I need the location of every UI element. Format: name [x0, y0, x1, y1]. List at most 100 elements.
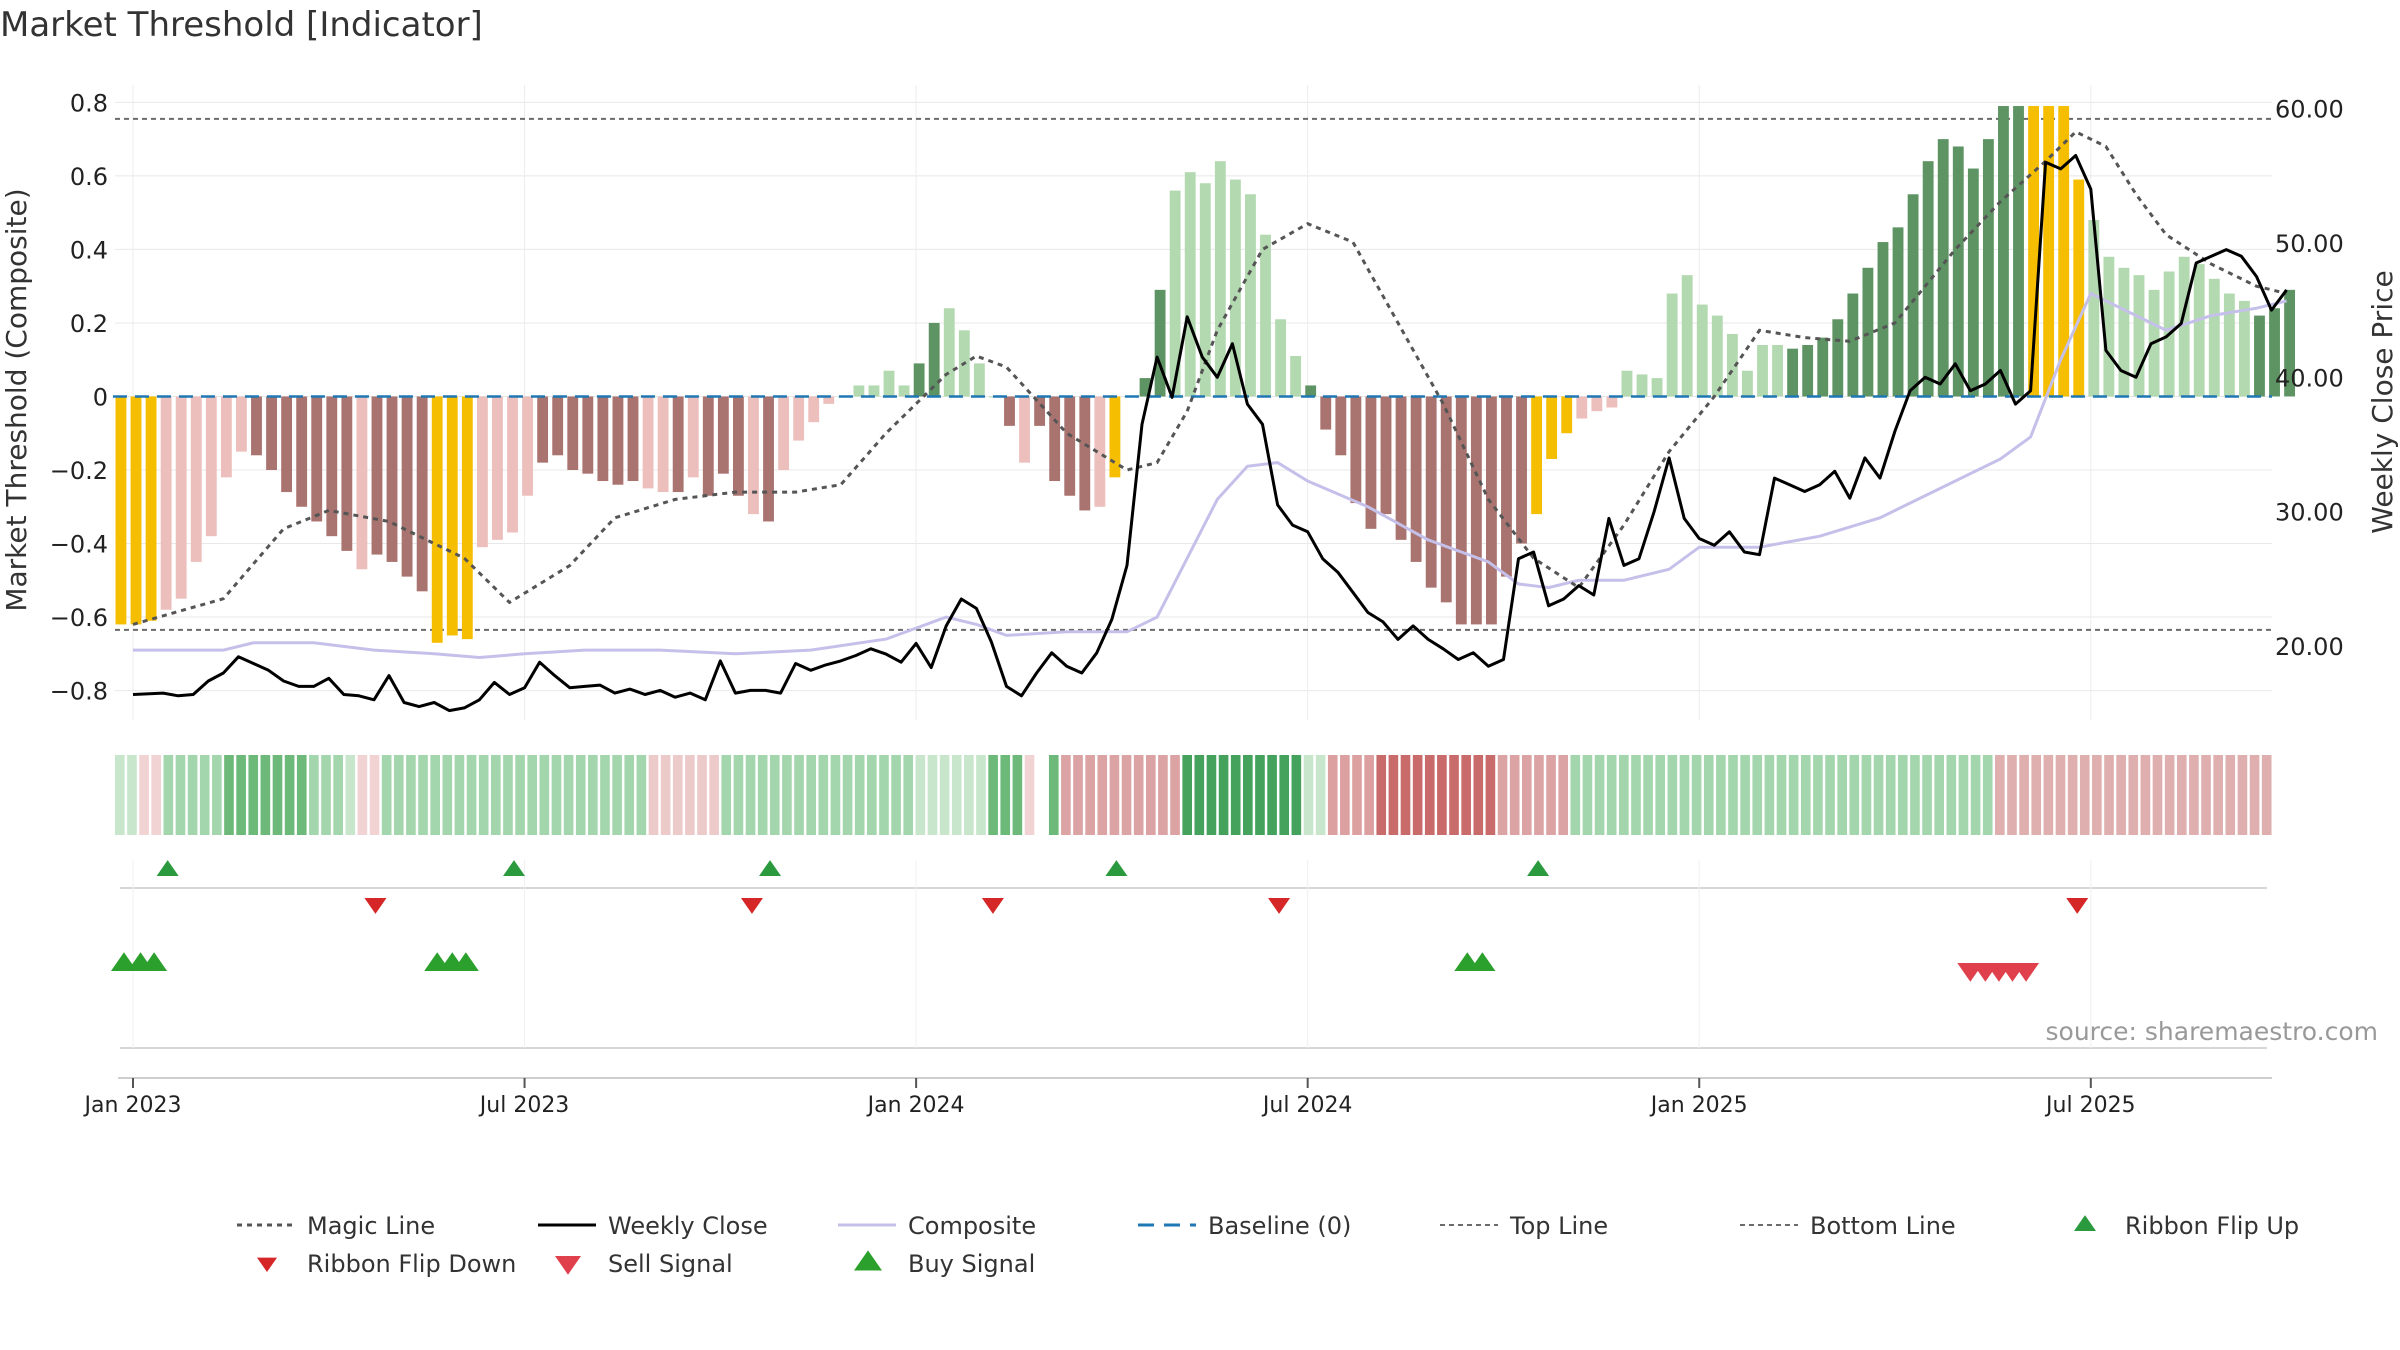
composite-bar [1184, 172, 1196, 397]
composite-bar [2223, 293, 2235, 397]
ribbon-cell [1764, 755, 1775, 835]
composite-bar [642, 396, 654, 489]
composite-bar [1606, 396, 1618, 408]
composite-bar [220, 396, 232, 478]
ribbon-cell [357, 755, 368, 835]
ribbon-cell [260, 755, 271, 835]
ribbon-cell [272, 755, 283, 835]
bars-layer [112, 106, 2296, 643]
buy-signal-marker [110, 952, 137, 972]
composite-bar [2088, 220, 2100, 397]
composite-bar [1892, 227, 1904, 397]
composite-bar [898, 385, 910, 397]
ribbon-cell [1449, 755, 1459, 835]
ribbon-cell [2237, 755, 2248, 835]
composite-bar [1109, 396, 1121, 478]
y2-tick-label: 40.00 [2275, 364, 2344, 392]
composite-bar [1862, 267, 1874, 397]
composite-bar [2073, 179, 2085, 397]
ribbon-cell [867, 755, 877, 835]
ribbon-cell [1255, 755, 1265, 835]
ribbon-cell [2116, 755, 2126, 835]
composite-bar [1711, 315, 1723, 397]
ribbon-cell [685, 755, 695, 835]
legend-label: Ribbon Flip Down [307, 1250, 516, 1278]
ribbon-cell [1619, 755, 1629, 835]
ribbon-cell [1849, 755, 1860, 835]
composite-bar [1817, 337, 1829, 397]
composite-bar [552, 396, 564, 456]
ribbon-cell [2152, 755, 2163, 835]
ribbon-cell [1752, 755, 1763, 835]
ribbon-cell [2164, 755, 2175, 835]
ribbon-cell [1606, 755, 1617, 835]
ribbon-cell [1158, 755, 1168, 835]
ribbon-cell [1558, 755, 1569, 835]
ribbon-cell [1412, 755, 1423, 835]
ribbon-cell [1509, 755, 1520, 835]
ribbon-cell [1170, 755, 1180, 835]
ribbon-cell [1643, 755, 1653, 835]
ribbon-cell [1910, 755, 1920, 835]
sell-signal-marker [2013, 962, 2040, 982]
ribbon-cell [1133, 755, 1144, 835]
chart-title: Market Threshold [Indicator] [0, 5, 483, 45]
composite-bar [492, 396, 503, 540]
composite-bar [1847, 293, 1859, 397]
x-tick-label: Jan 2024 [866, 1093, 965, 1118]
ribbon-cell [1788, 755, 1799, 835]
ribbon-cell [891, 755, 901, 835]
composite-bar [1229, 179, 1241, 397]
ribbon-cell [1267, 755, 1277, 835]
ribbon-cell [1206, 755, 1217, 835]
legend-label: Top Line [1509, 1212, 1608, 1240]
ribbon-cell [709, 755, 719, 835]
ribbon-flip-up-marker [759, 860, 782, 876]
composite-bar [251, 396, 262, 456]
ribbon-cell [2079, 755, 2090, 835]
ribbon-cell [1740, 755, 1750, 835]
composite-bar [732, 396, 744, 496]
composite-bar [1455, 396, 1467, 625]
composite-bar [1139, 378, 1151, 397]
ribbon-cell [964, 755, 974, 835]
ribbon-cell [2031, 755, 2042, 835]
ribbon-flip-down-marker [364, 898, 387, 914]
ribbon-cell [575, 755, 586, 835]
ribbon-cell [1473, 755, 1484, 835]
ribbon-cell [782, 755, 792, 835]
composite-bar [1636, 374, 1648, 397]
composite-bar [2043, 106, 2055, 397]
legend-marker [2074, 1215, 2096, 1231]
ribbon-cell [248, 755, 259, 835]
composite-bar [2284, 289, 2296, 397]
composite-bar [1982, 139, 1994, 397]
ribbon-cell [139, 755, 149, 835]
buy-signal-marker [1469, 952, 1496, 972]
composite-bar [928, 322, 940, 397]
y2-tick-label: 50.00 [2275, 230, 2344, 258]
composite-bar [1094, 396, 1106, 507]
ribbon-cell [1327, 755, 1338, 835]
composite-bar [1952, 146, 1964, 397]
ribbon-cell [2092, 755, 2102, 835]
ribbon-cell [563, 755, 574, 835]
composite-bar [1501, 396, 1512, 577]
composite-bar [913, 363, 925, 397]
ribbon-cell [224, 755, 234, 835]
composite-bar [401, 396, 413, 577]
legend-marker [854, 1250, 882, 1271]
composite-bar [1832, 319, 1844, 397]
composite-bar [311, 396, 323, 522]
composite-bar [1365, 396, 1377, 529]
ribbon-cell [1121, 755, 1132, 835]
composite-bar [2238, 300, 2250, 397]
ribbon-flip-up-marker [503, 860, 526, 876]
ribbon-cell [321, 755, 331, 835]
composite-bar [793, 396, 805, 441]
ribbon-cell [1631, 755, 1641, 835]
y-tick-label: 0 [93, 383, 108, 411]
composite-bar [567, 396, 579, 470]
ribbon-cell [418, 755, 428, 835]
ribbon-cell [1776, 755, 1787, 835]
